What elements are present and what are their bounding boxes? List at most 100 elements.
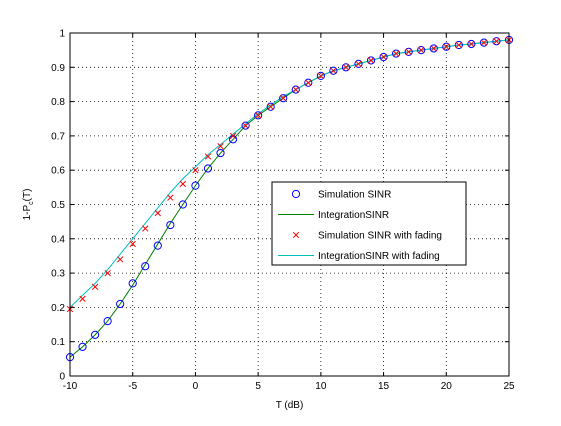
data-point bbox=[142, 225, 149, 232]
data-point bbox=[443, 43, 450, 50]
legend-label: Simulation SINR with fading bbox=[318, 231, 442, 242]
data-point bbox=[103, 317, 112, 326]
data-point bbox=[468, 40, 475, 48]
legend: Simulation SINR IntegrationSINR Simulation… bbox=[271, 181, 467, 266]
data-point bbox=[442, 42, 451, 51]
data-point bbox=[291, 85, 300, 94]
legend-entry: IntegrationSINR bbox=[278, 210, 389, 221]
data-point bbox=[329, 66, 338, 75]
data-point bbox=[91, 283, 99, 290]
y-tick-label: 0.1 bbox=[51, 337, 65, 348]
data-point bbox=[166, 220, 175, 230]
data-point bbox=[342, 64, 350, 71]
data-point bbox=[204, 153, 212, 160]
data-point bbox=[392, 50, 400, 57]
data-point bbox=[141, 262, 150, 271]
legend-swatch bbox=[291, 189, 301, 199]
data-point bbox=[229, 132, 237, 140]
data-point bbox=[380, 53, 387, 61]
data-point bbox=[179, 180, 187, 188]
data-point bbox=[366, 56, 376, 65]
legend-label: IntegrationSINR with fading bbox=[318, 251, 440, 262]
data-point bbox=[280, 95, 287, 102]
data-point bbox=[429, 44, 438, 53]
data-point bbox=[254, 111, 263, 120]
x-tick-label: 5 bbox=[255, 381, 261, 392]
data-point bbox=[480, 39, 488, 46]
y-tick-label: 0 bbox=[59, 372, 65, 383]
data-point bbox=[192, 167, 199, 174]
x-tick-label: -10 bbox=[63, 381, 78, 392]
x-tick-label: 10 bbox=[315, 381, 327, 392]
data-point bbox=[153, 241, 162, 250]
x-tick-label: 20 bbox=[441, 381, 453, 392]
data-point bbox=[418, 46, 425, 54]
data-point bbox=[493, 38, 500, 45]
data-point bbox=[404, 47, 413, 56]
data-point bbox=[379, 52, 388, 62]
data-point bbox=[104, 269, 111, 277]
data-point bbox=[267, 103, 274, 110]
series-2 bbox=[66, 36, 513, 313]
data-point bbox=[330, 67, 337, 74]
y-axis-label: 1-Pc(T) bbox=[22, 189, 35, 221]
data-point bbox=[203, 164, 213, 173]
y-tick-label: 0.7 bbox=[51, 131, 65, 142]
legend-label: Simulation SINR bbox=[318, 190, 391, 201]
data-point bbox=[430, 45, 437, 52]
legend-box bbox=[271, 181, 467, 266]
data-point bbox=[367, 57, 375, 64]
legend-label: IntegrationSINR bbox=[318, 210, 389, 221]
y-tick-label: 0.5 bbox=[51, 200, 65, 211]
data-point bbox=[316, 71, 325, 80]
data-point bbox=[90, 330, 100, 339]
y-tick-label: 0.9 bbox=[51, 63, 65, 74]
tick-layer: -10 -5 0 5 10 15 20 25 0 0.1 0.2 0.3 0.4 0.5 0.6 0.7 0.8… bbox=[51, 29, 515, 393]
data-point bbox=[454, 40, 463, 50]
data-point bbox=[317, 72, 325, 80]
legend-swatch bbox=[292, 231, 300, 239]
data-point bbox=[392, 49, 401, 58]
data-point bbox=[78, 342, 87, 351]
data-point bbox=[154, 209, 161, 217]
data-point bbox=[129, 240, 136, 248]
data-point bbox=[167, 194, 174, 201]
y-tick-label: 0.3 bbox=[51, 269, 65, 280]
data-point bbox=[354, 59, 363, 68]
legend-entry: Simulation SINR with fading bbox=[292, 231, 442, 242]
legend-entry: IntegrationSINR with fading bbox=[278, 251, 440, 262]
data-point bbox=[128, 279, 137, 288]
data-point bbox=[254, 112, 262, 119]
y-tick-label: 0.4 bbox=[51, 234, 65, 245]
data-point bbox=[117, 256, 124, 263]
data-point bbox=[341, 63, 351, 72]
y-axis-label-tail: (T) bbox=[22, 189, 33, 202]
data-point bbox=[467, 39, 476, 49]
data-point bbox=[479, 38, 489, 47]
data-point bbox=[492, 37, 501, 46]
y-axis-label-base: 1-P bbox=[22, 205, 33, 221]
series-layer bbox=[65, 35, 514, 362]
x-tick-label: 0 bbox=[193, 381, 199, 392]
x-tick-label: -5 bbox=[128, 381, 137, 392]
data-point bbox=[455, 41, 462, 49]
x-tick-label: 25 bbox=[503, 381, 515, 392]
y-tick-label: 1 bbox=[59, 29, 65, 40]
data-point bbox=[242, 122, 249, 129]
data-point bbox=[417, 46, 426, 55]
legend-entry: Simulation SINR bbox=[291, 189, 391, 201]
data-point bbox=[216, 148, 225, 158]
y-tick-label: 0.8 bbox=[51, 97, 65, 108]
y-axis-label-sub: c bbox=[28, 201, 35, 205]
data-point bbox=[217, 143, 224, 150]
data-point bbox=[305, 79, 312, 86]
data-point bbox=[79, 295, 86, 302]
data-point bbox=[304, 78, 313, 87]
data-point bbox=[241, 121, 250, 130]
data-point bbox=[266, 102, 275, 111]
data-point bbox=[279, 94, 288, 103]
data-point bbox=[355, 60, 362, 68]
data-point bbox=[178, 200, 187, 209]
